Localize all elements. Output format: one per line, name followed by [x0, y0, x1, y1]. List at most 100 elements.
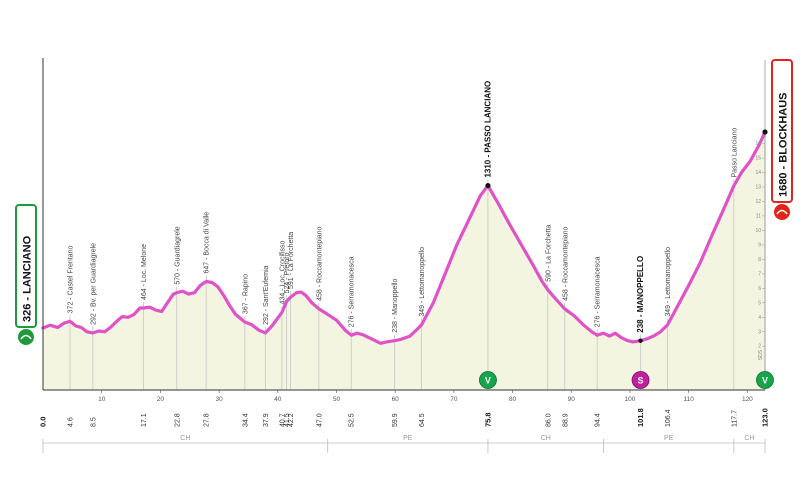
right-scale-label: 5	[758, 300, 761, 306]
km-marker-label: 88.9	[562, 413, 569, 427]
km-marker-label: 64.5	[419, 413, 426, 427]
right-scale-label: 12	[755, 199, 761, 205]
waypoint-label: 372 - Castel Frentano	[68, 246, 75, 314]
km-marker-label: 86.0	[545, 413, 552, 427]
right-scale-label: 9	[758, 242, 761, 248]
km-marker-label: 59.9	[392, 413, 399, 427]
gpm-marker-letter: V	[485, 376, 491, 386]
waypoint-label: 292 - Sant'Eufemia	[263, 265, 270, 324]
axis-tick-label: 40	[274, 396, 282, 403]
waypoint-label: 292 - Bv. per Guardiagrele	[90, 243, 97, 325]
km-marker-label: 94.4	[595, 413, 602, 427]
right-scale-label: 13	[755, 185, 761, 191]
markers-layer: V VS	[479, 129, 774, 389]
waypoint-label: Passo Lanciano	[731, 128, 738, 178]
waypoint-label: 1310 - PASSO LANCIANO	[483, 81, 492, 178]
km-marker-label: 4.6	[68, 417, 75, 427]
axis-tick-label: 10	[98, 396, 106, 403]
waypoint-label: 276 - Serramonacesca	[349, 256, 356, 327]
km-marker-label: 41.5	[284, 413, 291, 427]
right-scale-label: 14	[755, 170, 761, 176]
waypoint-label: 238 - MANOPPELLO	[636, 256, 645, 333]
km-marker-label: 117.7	[731, 410, 738, 427]
profile-fill-layer	[43, 132, 765, 390]
waypoint-label: 349 - Lettomanoppello	[665, 247, 672, 317]
region-label: CH	[180, 435, 190, 442]
waypoint-label: 458 - Roccamontepiano	[316, 226, 323, 300]
finish-badge-label: 1680 - BLOCKHAUS	[778, 92, 790, 197]
gpm-marker-letter: V	[762, 376, 768, 386]
km-marker-label: 75.8	[483, 412, 492, 427]
waypoint-label: 464 - Loc. Melone	[141, 244, 148, 300]
start-flag-glyph	[20, 334, 32, 340]
profile-area	[43, 132, 765, 390]
waypoint-label: 458 - Roccamontepiano	[562, 226, 569, 300]
summit-dot	[762, 129, 768, 135]
region-label: PE	[403, 435, 413, 442]
axis-tick-label: 70	[450, 396, 458, 403]
summit-dot	[485, 182, 491, 189]
right-scale-label: 8	[758, 257, 761, 263]
waypoint-label: 524 - Pretoro	[284, 252, 291, 293]
km-marker-label: 22.8	[174, 413, 181, 427]
gpm-marker-icon	[756, 371, 774, 389]
labels-layer: 372 - Castel Frentano 292 - Bv. per Guard…	[68, 81, 738, 340]
axis-tick-label: 110	[684, 396, 695, 403]
sprint-marker-icon	[631, 371, 650, 389]
km-marker-label: 17.1	[141, 413, 148, 427]
km-marker-label: 34.4	[242, 413, 249, 427]
region-label: CH	[744, 435, 754, 442]
badges-layer: 326 - LANCIANO 1680 - BLOCKHAUS	[15, 59, 793, 345]
right-scale-label: 2	[758, 344, 761, 350]
right-scale-label: 16	[755, 141, 761, 147]
start-flag-icon	[18, 329, 34, 345]
right-scale-label: 6	[758, 286, 761, 292]
finish-flag-icon	[774, 204, 790, 220]
waypoint-label: 238 - Manoppello	[392, 279, 399, 333]
finish-flag-glyph	[776, 209, 788, 215]
waypoint-label: 434 - Loc. Crocifisso	[279, 240, 286, 304]
km-marker-label: 42.2	[288, 413, 295, 427]
waypoint-label: 349 - Lettomanoppello	[419, 247, 426, 317]
finish-badge-frame	[771, 59, 793, 203]
km-marker-label: 52.5	[349, 413, 356, 427]
km-marker-label: 8.5	[90, 417, 97, 427]
km-marker-label: 0.0	[39, 417, 48, 427]
waypoint-label: 570 - Guardiagrele	[174, 226, 181, 284]
waypoint-label: 591 - La Forchetta	[288, 232, 295, 289]
axis-layer: 10 20 30 40 50 60 70 80 90 100 110 120 0.0 4.6 8.5 17.1…	[39, 58, 770, 453]
start-badge-frame	[15, 204, 37, 328]
profile-line-layer	[41, 130, 767, 345]
km-marker-label: 27.8	[204, 413, 211, 427]
axis-tick-label: 80	[509, 396, 517, 403]
axis-tick-label: 20	[157, 396, 165, 403]
km-marker-label: 37.9	[263, 413, 270, 427]
right-scale-label: 4	[758, 315, 761, 321]
km-marker-label: 106.4	[665, 409, 672, 427]
km-marker-label: 47.0	[316, 413, 323, 427]
waypoint-label: 647 - Bocca di Valle	[204, 212, 211, 274]
right-scale-label: 3	[758, 329, 761, 335]
right-scale-label: 15	[755, 156, 761, 162]
right-scale-label: 11	[756, 213, 761, 219]
km-marker-label: 101.8	[636, 408, 645, 427]
right-scale-label: 10	[755, 228, 761, 234]
axis-tick-label: 90	[568, 396, 576, 403]
waypoint-label: 367 - Rapino	[242, 274, 249, 314]
km-marker-label: 40.7	[279, 413, 286, 427]
region-label: PE	[664, 435, 674, 442]
sprint-marker-letter: S	[638, 376, 644, 386]
axis-tick-label: 120	[742, 396, 753, 403]
km-marker-label: 123.0	[761, 408, 770, 427]
right-scale-title: SDS	[758, 349, 764, 360]
profile-line	[41, 130, 767, 345]
region-label: CH	[541, 435, 551, 442]
waypoint-label: 276 - Serramonacesca	[595, 256, 602, 327]
waypoint-label: 590 - La Forchetta	[545, 224, 552, 281]
axis-tick-label: 100	[625, 396, 636, 403]
axis-tick-label: 60	[392, 396, 400, 403]
sprint-dot	[638, 338, 643, 343]
start-badge-label: 326 - LANCIANO	[22, 235, 34, 322]
